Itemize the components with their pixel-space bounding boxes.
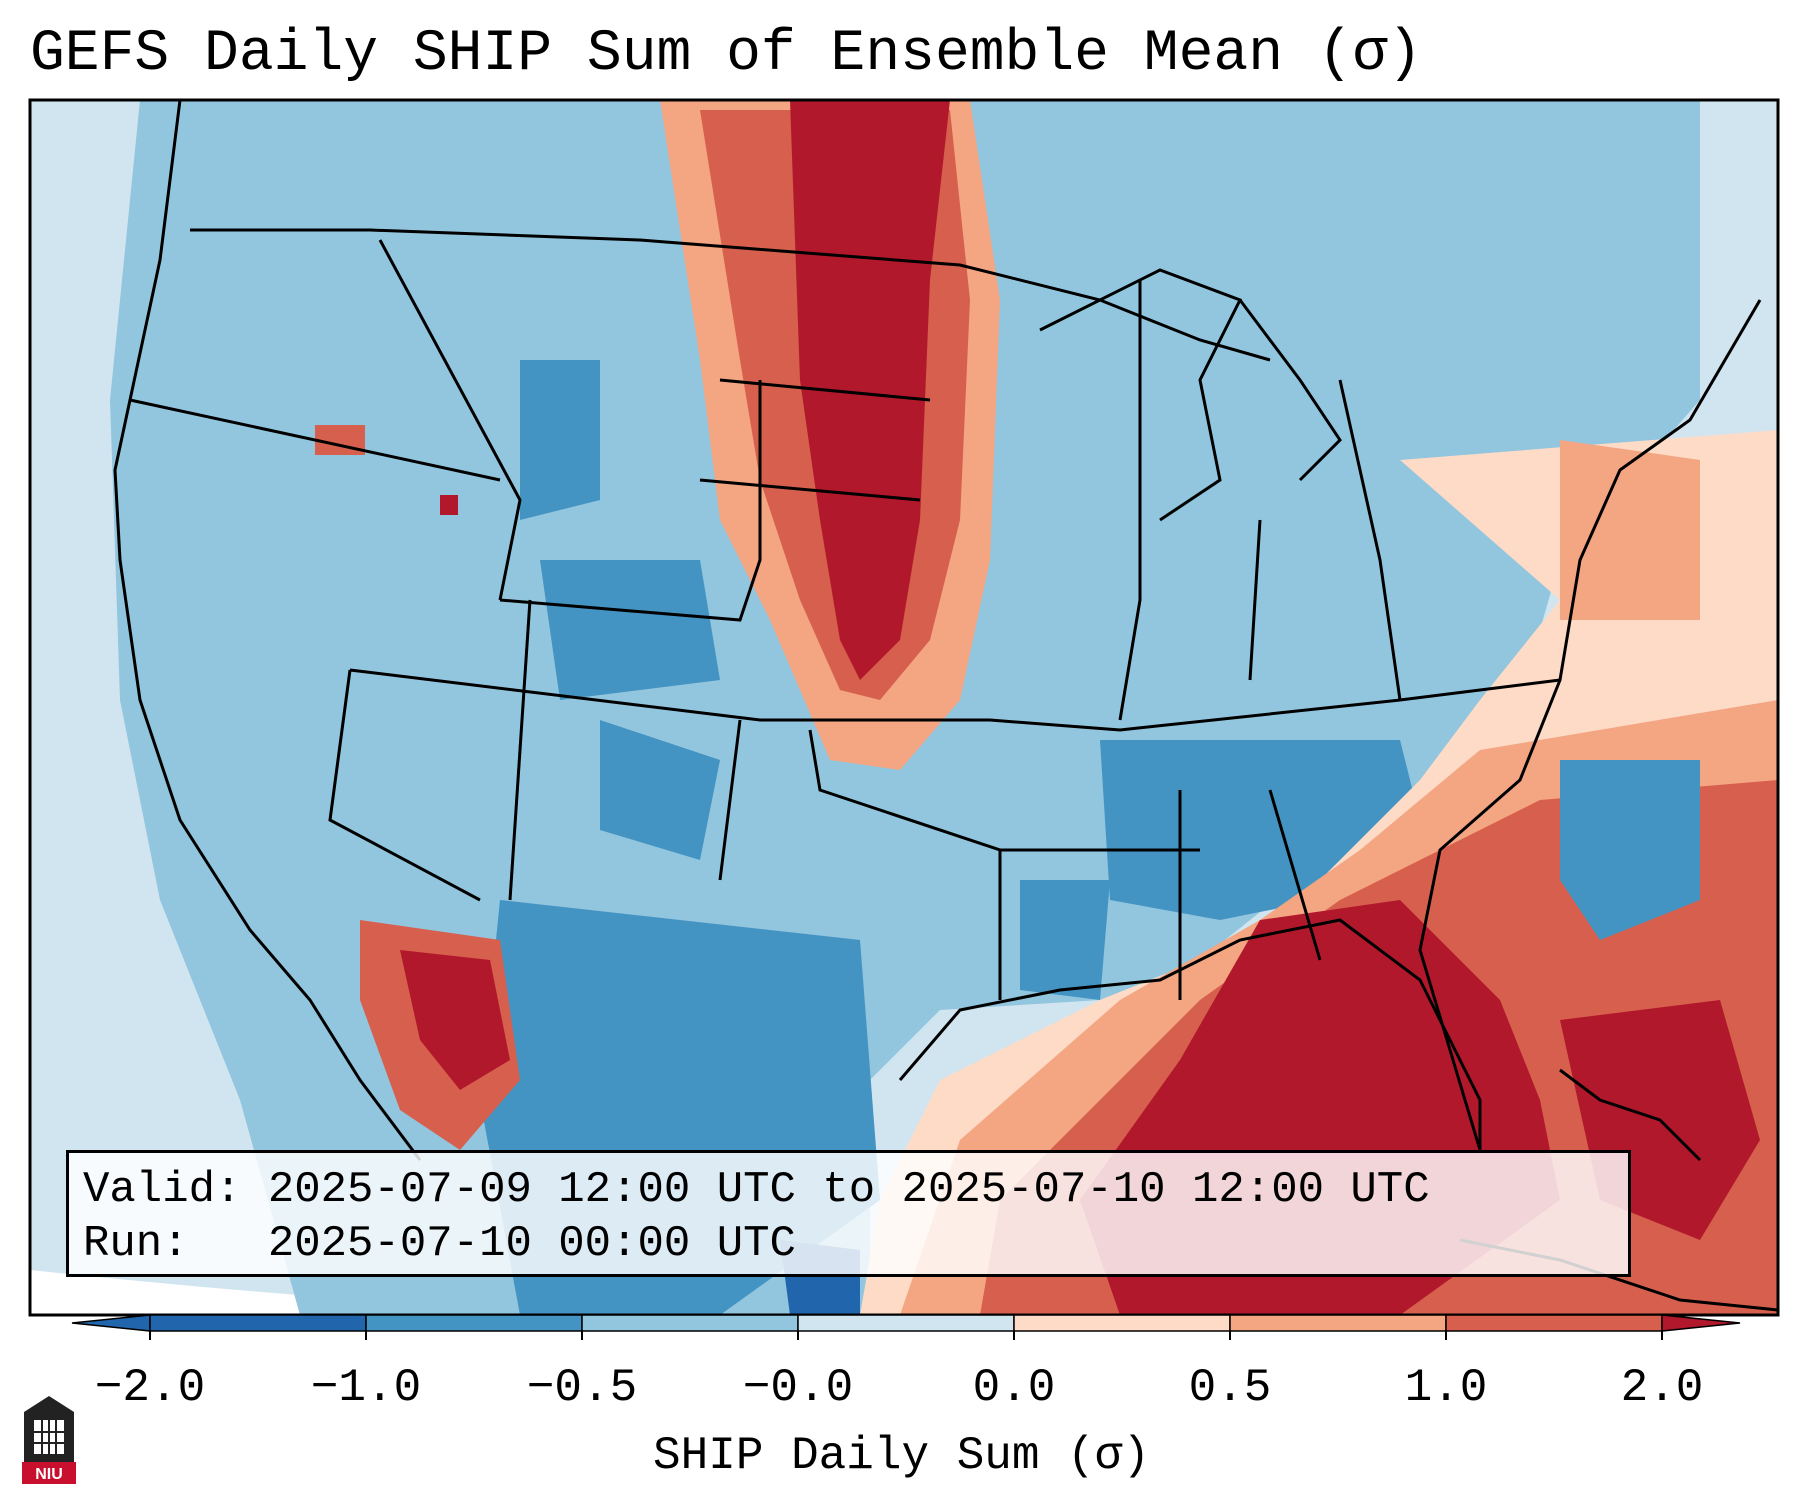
anomaly-atlantic-blue — [1560, 760, 1700, 940]
info-box: Valid: 2025-07-09 12:00 UTC to 2025-07-1… — [66, 1150, 1631, 1277]
anomaly-nevada-spot — [440, 495, 458, 515]
colorbar-tick: −0.0 — [742, 1362, 854, 1414]
anomaly-plains-plume — [660, 100, 1000, 770]
colorbar-extend-high — [1661, 1314, 1741, 1332]
colorbar — [71, 1314, 1741, 1340]
colorbar-tick: 0.0 — [972, 1362, 1056, 1414]
coastline-borders — [113, 100, 1778, 1312]
outside-domain — [30, 1270, 594, 1315]
run-time: Run: 2025-07-10 00:00 UTC — [83, 1219, 796, 1269]
colorbar-bin-5 — [1013, 1314, 1231, 1332]
colorbar-bin-4 — [797, 1314, 1015, 1332]
colorbar-bin-1 — [149, 1314, 367, 1332]
anomaly-mexico — [360, 920, 520, 1150]
colorbar-bin-3 — [581, 1314, 799, 1332]
map-title: GEFS Daily SHIP Sum of Ensemble Mean (σ) — [30, 22, 1423, 87]
colorbar-tick: −1.0 — [310, 1362, 422, 1414]
colorbar-tick: 2.0 — [1620, 1362, 1704, 1414]
valid-time: Valid: 2025-07-09 12:00 UTC to 2025-07-1… — [83, 1165, 1430, 1215]
colorbar-bin-7 — [1445, 1314, 1663, 1332]
niu-logo: NIU — [22, 1396, 76, 1484]
colorbar-tick: −0.5 — [526, 1362, 638, 1414]
colorbar-bin-2 — [365, 1314, 583, 1332]
colorbar-tick: −2.0 — [94, 1362, 206, 1414]
colorbar-tick: 0.5 — [1188, 1362, 1272, 1414]
niu-logo-text: NIU — [35, 1466, 63, 1483]
colorbar-tick: 1.0 — [1404, 1362, 1488, 1414]
colorbar-extend-low — [71, 1314, 151, 1332]
colorbar-label: SHIP Daily Sum (σ) — [653, 1430, 1150, 1482]
colorbar-bin-6 — [1229, 1314, 1447, 1332]
